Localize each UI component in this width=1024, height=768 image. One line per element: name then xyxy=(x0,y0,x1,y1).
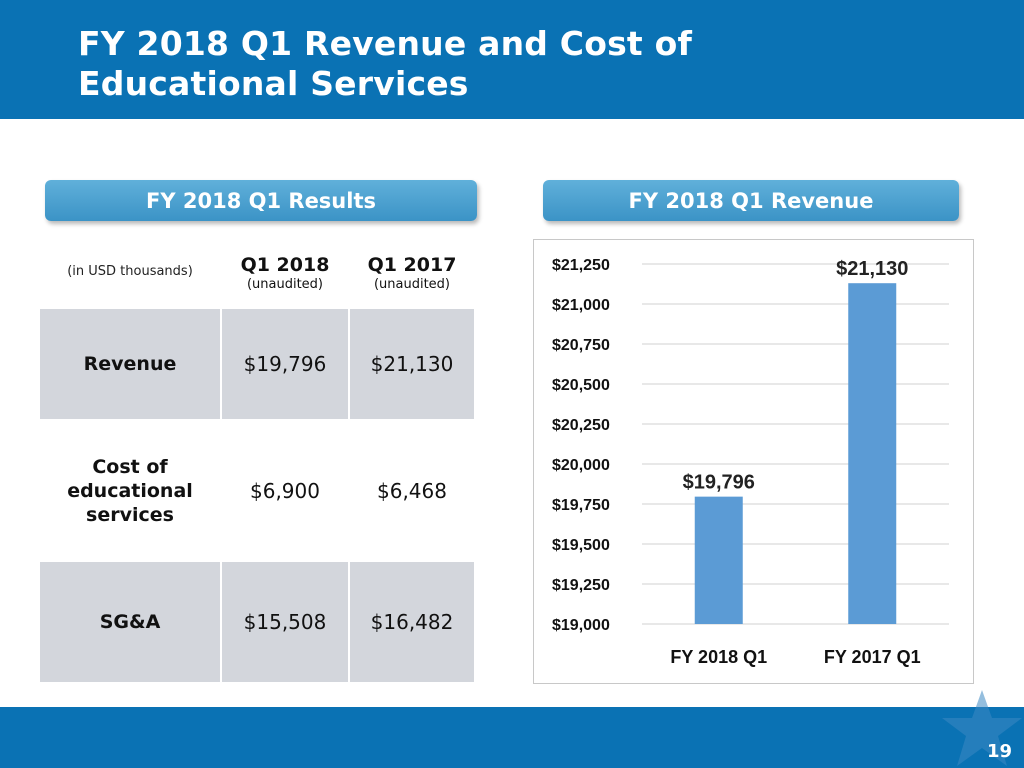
y-tick-label: $19,750 xyxy=(552,497,610,514)
bar xyxy=(694,496,743,624)
revenue-chart-frame: $19,000 $19,250 $19,500 $19,750 $20,000 $20,2… xyxy=(533,239,974,684)
column-header-q1-2018: Q1 2018 (unaudited) xyxy=(222,254,348,294)
y-tick-label: $19,250 xyxy=(552,577,610,594)
y-tick-label: $21,250 xyxy=(552,257,610,274)
x-tick-label: FY 2017 Q1 xyxy=(824,647,921,667)
column-subtitle: (unaudited) xyxy=(373,277,451,292)
row-label-revenue: Revenue xyxy=(40,309,220,419)
y-tick-label: $20,250 xyxy=(552,417,610,434)
page-number: 19 xyxy=(986,741,1012,762)
cost-q1-2017: $6,468 xyxy=(377,478,447,503)
row-label-cost-of-educational-services: Cost of educational services xyxy=(67,455,193,526)
column-year: Q1 2017 xyxy=(367,254,457,276)
footer-bar xyxy=(0,707,1024,768)
cost-q1-2018: $6,900 xyxy=(250,478,320,503)
column-header-q1-2017: Q1 2017 (unaudited) xyxy=(349,254,475,294)
column-subtitle: (unaudited) xyxy=(246,277,324,292)
sga-q1-2017: $16,482 xyxy=(350,562,474,682)
y-tick-label: $20,750 xyxy=(552,337,610,354)
column-year: Q1 2018 xyxy=(240,254,330,276)
revenue-bar-chart: $19,000 $19,250 $19,500 $19,750 $20,000 $20,2… xyxy=(552,257,949,667)
y-tick-label: $20,000 xyxy=(552,457,610,474)
unit-note: (in USD thousands) xyxy=(67,264,193,279)
y-tick-label: $19,000 xyxy=(552,617,610,634)
bar-data-label: $19,796 xyxy=(683,472,755,494)
revenue-panel-label: FY 2018 Q1 Revenue xyxy=(543,180,959,221)
row-label-sga: SG&A xyxy=(40,562,220,682)
bar xyxy=(848,283,897,624)
y-tick-label: $20,500 xyxy=(552,377,610,394)
y-tick-label: $19,500 xyxy=(552,537,610,554)
slide-title: FY 2018 Q1 Revenue and Cost of Education… xyxy=(78,24,693,103)
revenue-q1-2017: $21,130 xyxy=(350,309,474,419)
sga-q1-2018: $15,508 xyxy=(222,562,348,682)
bar-data-label: $21,130 xyxy=(836,258,908,280)
y-tick-label: $21,000 xyxy=(552,297,610,314)
x-tick-label: FY 2018 Q1 xyxy=(670,647,767,667)
results-panel-label: FY 2018 Q1 Results xyxy=(45,180,477,221)
revenue-q1-2018: $19,796 xyxy=(222,309,348,419)
star-logo-icon xyxy=(942,690,1022,766)
title-bar: FY 2018 Q1 Revenue and Cost of Education… xyxy=(0,0,1024,119)
